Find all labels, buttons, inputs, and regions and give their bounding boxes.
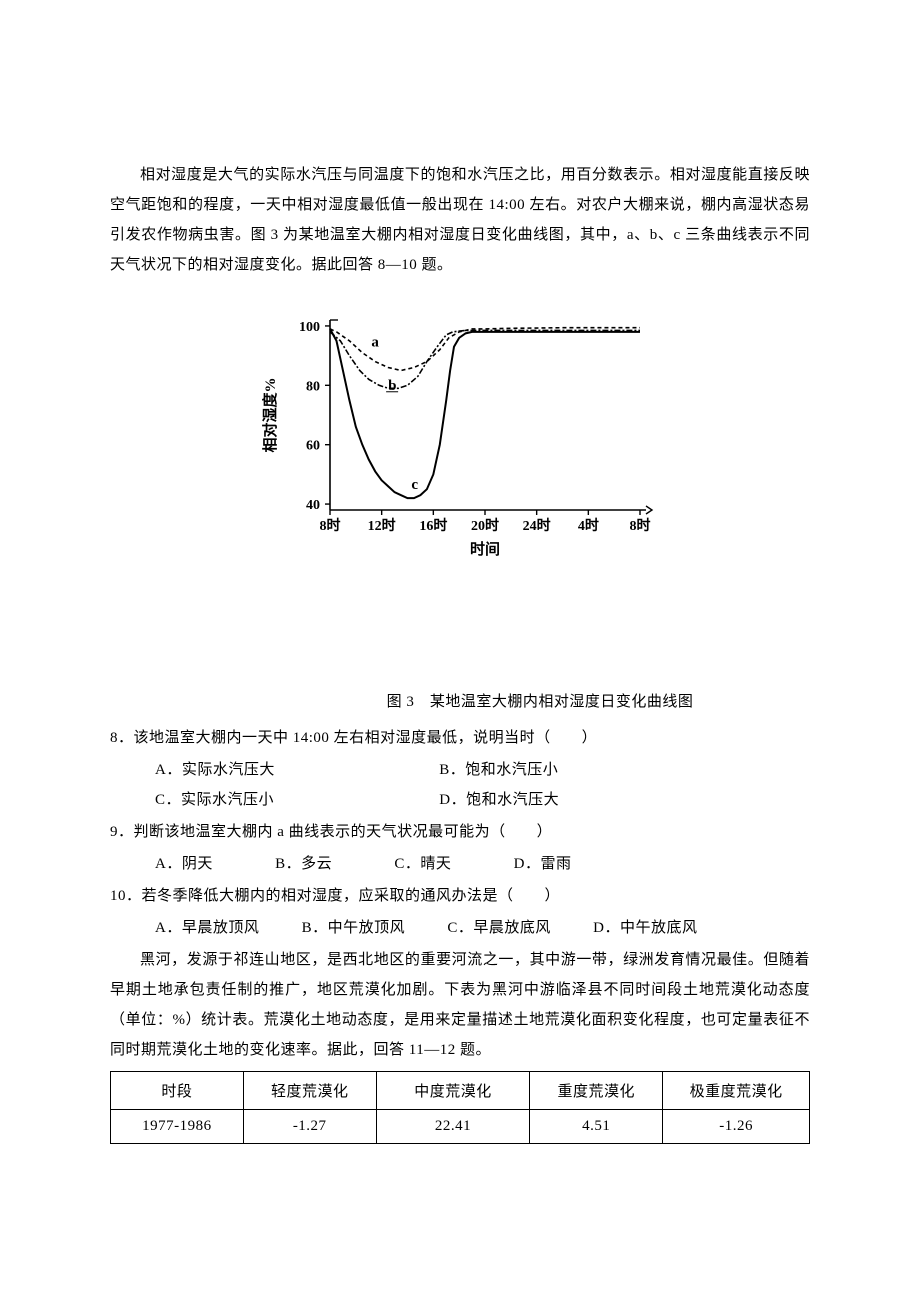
q10-option-c: C．早晨放底风	[447, 913, 551, 943]
q8-option-b: B．饱和水汽压小	[439, 755, 719, 785]
svg-text:12时: 12时	[368, 517, 396, 534]
svg-text:100: 100	[299, 320, 320, 335]
svg-text:24时: 24时	[523, 517, 551, 534]
svg-text:8时: 8时	[320, 517, 341, 534]
page-root: 相对湿度是大气的实际水汽压与同温度下的饱和水汽压之比，用百分数表示。相对湿度能直…	[0, 0, 920, 1302]
svg-text:c: c	[411, 477, 418, 493]
table-header-cell: 轻度荒漠化	[243, 1072, 376, 1110]
table-cell: 22.41	[376, 1110, 530, 1144]
table-header-cell: 时段	[111, 1072, 244, 1110]
question-8-stem: 8．该地温室大棚内一天中 14:00 左右相对湿度最低，说明当时（ ）	[110, 723, 810, 753]
q9-option-a: A．阴天	[155, 849, 213, 879]
question-9-options: A．阴天 B．多云 C．晴天 D．雷雨	[110, 849, 810, 879]
q9-option-d: D．雷雨	[514, 849, 572, 879]
table-cell: 1977-1986	[111, 1110, 244, 1144]
table-header-row: 时段轻度荒漠化中度荒漠化重度荒漠化极重度荒漠化	[111, 1072, 810, 1110]
q8-option-c: C．实际水汽压小	[155, 785, 435, 815]
q10-option-b: B．中午放顶风	[302, 913, 406, 943]
table-row: 1977-1986-1.2722.414.51-1.26	[111, 1110, 810, 1144]
q8-option-a: A．实际水汽压大	[155, 755, 435, 785]
question-10-options: A．早晨放顶风 B．中午放顶风 C．早晨放底风 D．中午放底风	[110, 913, 810, 943]
table-header-cell: 中度荒漠化	[376, 1072, 530, 1110]
svg-text:4时: 4时	[578, 517, 599, 534]
q8-option-d: D．饱和水汽压大	[439, 785, 719, 815]
table-intro-paragraph: 黑河，发源于祁连山地区，是西北地区的重要河流之一，其中游一带，绿洲发育情况最佳。…	[110, 945, 810, 1065]
chart-container: 4060801008时12时16时20时24时4时8时相对湿度%时间abc	[110, 300, 810, 570]
humidity-chart: 4060801008时12时16时20时24时4时8时相对湿度%时间abc	[240, 300, 680, 570]
svg-text:16时: 16时	[419, 517, 447, 534]
table-header-cell: 重度荒漠化	[530, 1072, 663, 1110]
q9-option-b: B．多云	[275, 849, 332, 879]
table-cell: -1.27	[243, 1110, 376, 1144]
svg-text:相对湿度%: 相对湿度%	[261, 377, 279, 452]
question-9-stem: 9．判断该地温室大棚内 a 曲线表示的天气状况最可能为（ ）	[110, 817, 810, 847]
q9-option-c: C．晴天	[394, 849, 451, 879]
table-header-cell: 极重度荒漠化	[663, 1072, 810, 1110]
svg-text:a: a	[371, 335, 379, 351]
svg-text:40: 40	[306, 498, 320, 513]
svg-text:80: 80	[306, 379, 320, 394]
desertification-table: 时段轻度荒漠化中度荒漠化重度荒漠化极重度荒漠化1977-1986-1.2722.…	[110, 1071, 810, 1144]
svg-text:8时: 8时	[630, 517, 651, 534]
svg-text:20时: 20时	[471, 517, 499, 534]
svg-text:时间: 时间	[470, 540, 500, 558]
q10-option-d: D．中午放底风	[593, 913, 697, 943]
svg-text:60: 60	[306, 439, 320, 454]
chart-caption: 图 3 某地温室大棚内相对湿度日变化曲线图	[110, 690, 810, 711]
table-cell: -1.26	[663, 1110, 810, 1144]
question-10-stem: 10．若冬季降低大棚内的相对湿度，应采取的通风办法是（ ）	[110, 881, 810, 911]
table-cell: 4.51	[530, 1110, 663, 1144]
question-8-options: A．实际水汽压大 B．饱和水汽压小 C．实际水汽压小 D．饱和水汽压大	[110, 755, 810, 815]
q10-option-a: A．早晨放顶风	[155, 913, 259, 943]
intro-paragraph: 相对湿度是大气的实际水汽压与同温度下的饱和水汽压之比，用百分数表示。相对湿度能直…	[110, 160, 810, 280]
